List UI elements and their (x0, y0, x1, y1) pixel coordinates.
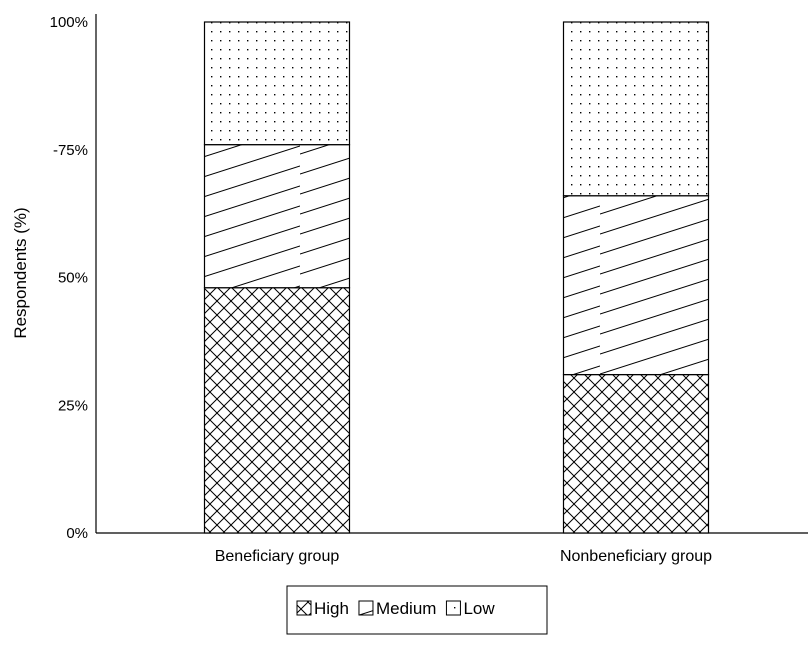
legend-frame (286, 585, 548, 635)
y-axis-label: Respondents (%) (11, 207, 30, 338)
bar-segment-high (562, 373, 710, 534)
y-tick-label: 100% (50, 14, 88, 31)
legend-swatch-low (445, 600, 461, 616)
bar-segment-high (203, 287, 351, 534)
bars (203, 21, 710, 534)
bar-segment-low (203, 21, 351, 146)
legend-swatch-high (296, 600, 312, 616)
x-tick-label: Nonbeneficiary group (560, 548, 712, 565)
x-tick-label: Beneficiary group (215, 548, 340, 565)
legend-swatch-medium (358, 600, 374, 616)
legend: High Medium Low (286, 585, 548, 635)
bar-segment-medium (203, 144, 351, 289)
y-tick-label: 50% (58, 270, 88, 287)
x-tick-labels: Beneficiary group Nonbeneficiary group (215, 548, 712, 565)
legend-label-high: High (314, 599, 349, 618)
y-tick-label: 0% (66, 525, 88, 542)
y-tick-labels: 0% 25% 50% -75% 100% (50, 14, 88, 542)
bar-segment-low (562, 21, 710, 197)
legend-label-medium: Medium (376, 599, 436, 618)
y-tick-label: -75% (53, 142, 88, 159)
bar-segment-medium (562, 195, 710, 376)
legend-items: High Medium Low (296, 599, 495, 618)
legend-label-low: Low (463, 599, 495, 618)
y-tick-label: 25% (58, 397, 88, 414)
